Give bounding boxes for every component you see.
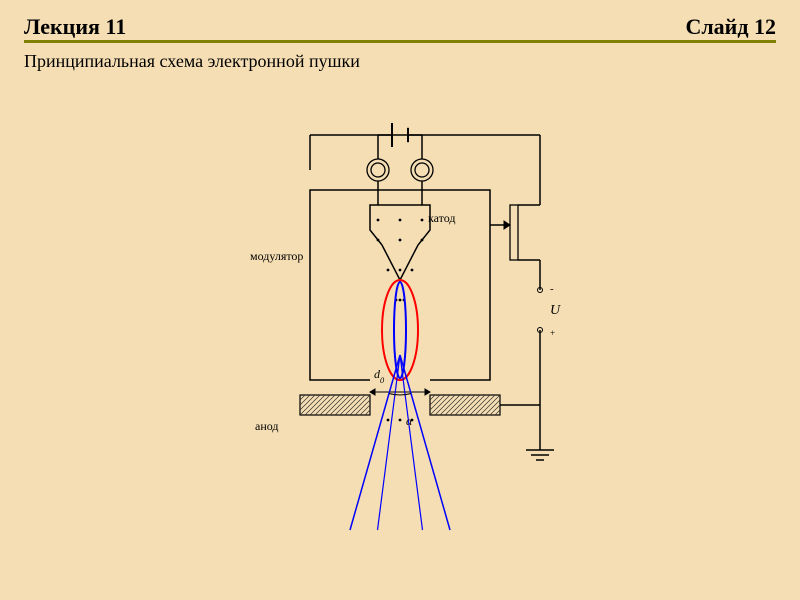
lecture-number: Лекция 11: [24, 14, 126, 40]
electron-gun-diagram: модулятор катод анод d0 U - + α: [0, 0, 800, 600]
svg-text:d0: d0: [374, 367, 385, 385]
slide-subtitle: Принципиальная схема электронной пушки: [24, 51, 776, 72]
svg-text:анод: анод: [255, 419, 279, 433]
svg-text:U: U: [550, 303, 561, 318]
svg-text:катод: катод: [428, 211, 456, 225]
svg-text:модулятор: модулятор: [250, 249, 303, 263]
slide-number: Слайд 12: [685, 14, 776, 40]
svg-text:-: -: [550, 283, 554, 295]
slide-root: Лекция 11 Слайд 12 Принципиальная схема …: [0, 0, 800, 600]
svg-text:α: α: [406, 414, 413, 428]
header-row: Лекция 11 Слайд 12: [24, 14, 776, 43]
svg-text:+: +: [550, 328, 555, 338]
